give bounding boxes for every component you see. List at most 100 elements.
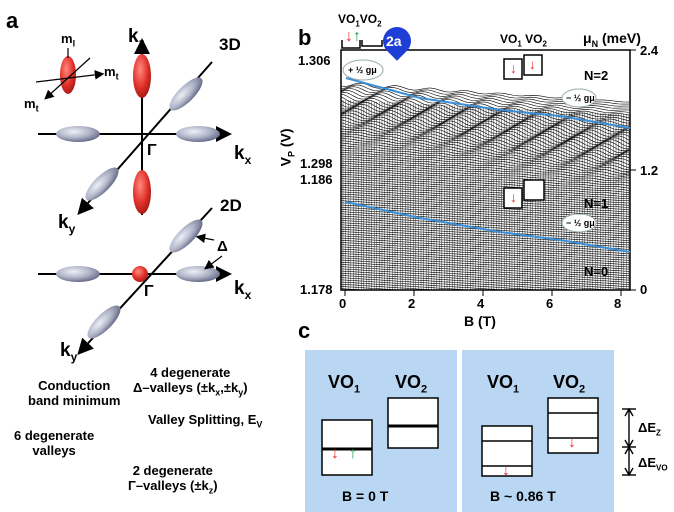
trace-line <box>341 108 630 131</box>
trace-line <box>341 231 630 250</box>
mt-label: mt <box>104 64 119 82</box>
trace-line <box>341 162 630 181</box>
trace-line <box>341 242 630 261</box>
trace-line <box>341 182 630 202</box>
trace-line <box>341 138 630 159</box>
trace-line <box>341 147 630 168</box>
c-right-caption: B ~ 0.86 T <box>490 488 556 504</box>
svg-text:+ ½ gμ: + ½ gμ <box>348 65 377 75</box>
svg-text:− ½ gμ: − ½ gμ <box>566 93 595 103</box>
trace-line <box>341 261 630 281</box>
panel-c-label: c <box>298 318 311 343</box>
trace-line <box>341 122 630 145</box>
trace-line <box>341 235 630 254</box>
trace-line <box>341 167 630 186</box>
trace-line <box>341 277 629 290</box>
trace-line <box>341 149 630 171</box>
blue-fit-line <box>345 201 631 253</box>
y-tick: 1.298 <box>300 156 333 171</box>
vo-boxes-n2: ↓ ↓ <box>503 54 543 80</box>
trace-line <box>341 226 630 246</box>
svg-text:↓: ↓ <box>529 56 536 72</box>
trace-line <box>341 187 630 206</box>
c-right-vo2: VO2 <box>553 372 586 396</box>
label-2d: 2D <box>220 196 242 215</box>
trace-line <box>341 248 630 268</box>
marker-2a-label: 2a <box>386 33 402 49</box>
trace-line <box>341 114 630 137</box>
svg-text:↓: ↓ <box>510 189 517 205</box>
trace-line <box>341 233 630 252</box>
mass-ellipsoid <box>35 48 105 100</box>
trace-line <box>341 224 630 243</box>
valley-ellipsoid <box>176 126 220 142</box>
delta-ez-label: ΔEZ <box>638 420 661 438</box>
axis-kx-label-2d: kx <box>234 278 252 302</box>
panel-b-label: b <box>298 25 312 50</box>
trace-line <box>341 119 630 141</box>
vo-labels-n2: VO1 VO2 <box>500 32 547 49</box>
n1-label: N=1 <box>584 196 609 211</box>
trace-line <box>341 279 629 290</box>
trace-line <box>341 171 630 191</box>
trace-line <box>341 156 630 176</box>
svg-text:↓: ↓ <box>502 462 510 479</box>
two-valleys-label: 2 degenerate Γ–valleys (±kz) <box>128 463 218 496</box>
trace-line <box>341 239 630 259</box>
gamma-valley-dot <box>132 266 148 282</box>
trace-line <box>341 110 630 133</box>
svg-text:↓: ↓ <box>510 60 517 76</box>
svg-text:↓: ↓ <box>568 434 576 451</box>
c-left-vo2: VO2 <box>395 372 428 396</box>
panel-a-label: a <box>6 8 19 33</box>
trace-line <box>341 268 630 287</box>
trace-line <box>341 160 630 180</box>
trace-line <box>341 173 630 193</box>
trace-line <box>341 140 630 161</box>
trace-line <box>341 281 629 290</box>
four-valleys-label: 4 degenerate Δ–valleys (±kx,±ky) <box>133 365 248 398</box>
trace-line <box>341 264 630 283</box>
trace-line <box>341 154 630 174</box>
c-left-caption: B = 0 T <box>342 488 389 504</box>
svg-text:↑: ↑ <box>349 445 357 462</box>
trace-line <box>341 106 630 128</box>
y-tick: 1.178 <box>300 282 333 297</box>
valley-ellipsoid <box>56 126 100 142</box>
panel-b-plot: ↓ ↓ ↓ − ½ gμ − ½ gμ + ½ gμ <box>340 40 636 296</box>
trace-line <box>341 142 630 163</box>
x-tick: 2 <box>408 296 416 311</box>
trace-line <box>341 193 630 213</box>
trace-line <box>341 217 630 237</box>
trace-line <box>341 169 630 189</box>
trace-line <box>341 158 630 178</box>
trace-line <box>341 246 630 265</box>
trace-line <box>341 255 630 274</box>
trace-line <box>341 195 630 215</box>
trace-line <box>341 253 630 272</box>
x-tick: 6 <box>546 296 554 311</box>
axis-kx-label: kx <box>234 143 252 167</box>
trace-line <box>341 152 630 172</box>
trace-line <box>341 250 630 270</box>
delta-label: Δ <box>217 238 228 255</box>
vo-labels-top: VO1VO2 <box>338 12 382 29</box>
right-tick: 2.4 <box>640 43 659 58</box>
vo-boxes-n1: ↓ <box>503 179 545 209</box>
valley-ellipsoid-red <box>133 54 151 98</box>
trace-line <box>341 257 630 276</box>
trace-line <box>341 283 629 290</box>
right-tick: 0 <box>640 282 648 297</box>
n2-label: N=2 <box>584 68 609 83</box>
gamma-label-2d: Γ <box>144 283 154 300</box>
trace-line <box>341 272 629 290</box>
cbm-label: Conduction band minimum <box>28 378 121 408</box>
x-tick: 0 <box>339 296 347 311</box>
trace-line <box>341 266 630 285</box>
trace-line <box>341 129 630 152</box>
c-left-vo1: VO1 <box>328 372 361 396</box>
svg-text:↓: ↓ <box>331 445 339 462</box>
trace-line <box>341 259 630 279</box>
valley-splitting-label: Valley Splitting, EV <box>148 412 263 430</box>
